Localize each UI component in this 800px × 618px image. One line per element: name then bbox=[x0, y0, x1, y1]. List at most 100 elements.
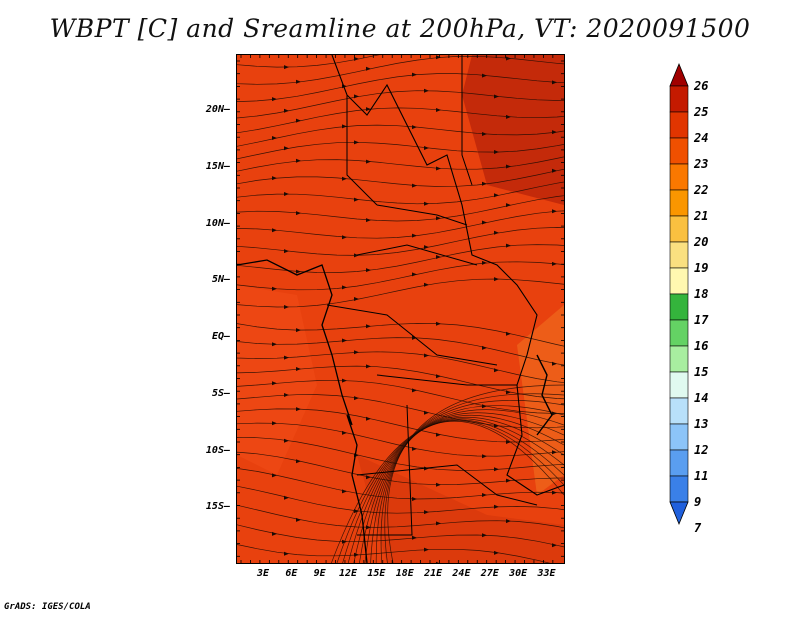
colorbar-label: 26 bbox=[694, 79, 709, 93]
streamline-arrow bbox=[436, 432, 441, 437]
lon-label: 12E bbox=[339, 568, 358, 579]
streamline-arrow bbox=[354, 297, 359, 301]
streamline bbox=[237, 544, 551, 563]
streamline-arrow bbox=[354, 350, 359, 355]
streamline-arrow bbox=[366, 475, 371, 480]
streamline-arrow bbox=[506, 243, 511, 248]
streamline-arrow bbox=[436, 108, 441, 112]
colorbar-label: 16 bbox=[694, 339, 709, 353]
streamline-arrow bbox=[506, 519, 511, 524]
streamline bbox=[237, 323, 564, 347]
streamline-arrow bbox=[284, 438, 289, 443]
streamline-arrow bbox=[482, 220, 487, 225]
streamline-arrow bbox=[552, 168, 557, 173]
streamline-arrow bbox=[284, 192, 289, 196]
streamline bbox=[237, 524, 564, 548]
streamline-arrow bbox=[284, 551, 289, 556]
streamline-arrow bbox=[482, 454, 487, 459]
lon-label: 27E bbox=[480, 568, 499, 579]
streamline-arrow bbox=[354, 396, 359, 401]
lat-label: 15S– bbox=[205, 501, 230, 513]
streamline-arrow bbox=[552, 261, 557, 266]
streamline bbox=[237, 365, 564, 400]
streamline-arrow bbox=[506, 331, 511, 336]
lat-label: 5S– bbox=[211, 387, 230, 399]
streamline-arrow bbox=[366, 416, 371, 421]
streamline-arrow bbox=[506, 164, 511, 169]
colorbar-swatch bbox=[669, 215, 689, 243]
streamline bbox=[237, 195, 564, 222]
colorbar-swatch bbox=[669, 319, 689, 347]
streamline-arrow bbox=[552, 130, 557, 135]
lake-outline bbox=[536, 354, 553, 436]
streamline-arrow bbox=[412, 183, 417, 188]
streamline-arrow bbox=[342, 430, 347, 435]
streamline bbox=[237, 156, 564, 172]
streamline-arrow bbox=[366, 107, 371, 112]
colorbar-swatch bbox=[669, 189, 689, 217]
streamline-arrow bbox=[482, 533, 487, 538]
colorbar-label: 13 bbox=[694, 417, 709, 431]
lon-label: 6E bbox=[285, 568, 298, 579]
streamline-arrow bbox=[506, 390, 511, 395]
border-line bbox=[331, 55, 564, 496]
colorbar-swatch bbox=[669, 449, 689, 477]
streamline-arrow bbox=[284, 495, 289, 500]
streamline-arrow bbox=[296, 79, 301, 84]
lat-label: 20N– bbox=[205, 104, 230, 115]
streamline-arrow bbox=[482, 260, 487, 265]
streamline bbox=[237, 436, 564, 471]
streamline bbox=[237, 141, 564, 160]
streamline bbox=[237, 408, 564, 443]
streamline-arrow bbox=[284, 146, 289, 151]
shade-region-northeast bbox=[462, 55, 564, 205]
streamline-arrow bbox=[296, 118, 301, 123]
streamline-arrow bbox=[494, 230, 499, 235]
colorbar-top-arrow bbox=[669, 62, 689, 87]
streamline bbox=[237, 485, 564, 514]
streamline-arrow bbox=[506, 203, 511, 208]
streamline bbox=[237, 227, 564, 256]
colorbar-label: 17 bbox=[694, 313, 709, 327]
streamline-arrow bbox=[272, 286, 277, 291]
streamline-arrow bbox=[342, 176, 347, 181]
colorbar-label: 23 bbox=[694, 157, 709, 171]
colorbar-label: 22 bbox=[694, 183, 709, 197]
shade-region-south bbox=[357, 455, 564, 563]
streamline-arrow bbox=[284, 249, 289, 254]
colorbar-label: 11 bbox=[694, 469, 709, 483]
streamline-arrow bbox=[436, 255, 441, 259]
streamline-arrow bbox=[482, 181, 487, 186]
colorbar-swatch bbox=[669, 137, 689, 165]
streamline-arrow bbox=[436, 374, 441, 379]
streamline-arrow bbox=[482, 132, 487, 136]
colorbar-label: 21 bbox=[694, 209, 709, 223]
streamline-arrow bbox=[552, 361, 557, 366]
lat-label: 10S– bbox=[205, 444, 230, 456]
streamline-arrow bbox=[284, 355, 289, 360]
streamline bbox=[237, 210, 564, 239]
colorbar-swatch bbox=[669, 85, 689, 113]
streamline bbox=[237, 244, 564, 273]
streamline-arrow bbox=[494, 277, 499, 282]
streamline-arrow bbox=[272, 421, 277, 426]
colorbar-label: 15 bbox=[694, 365, 709, 379]
streamline-arrow bbox=[296, 328, 301, 333]
streamline-arrow bbox=[296, 459, 301, 464]
streamline bbox=[387, 384, 564, 563]
streamline-arrow bbox=[366, 159, 371, 164]
lon-label: 3E bbox=[256, 568, 270, 579]
streamline-arrow bbox=[436, 321, 441, 326]
streamline-arrow bbox=[366, 66, 371, 71]
streamline-arrow bbox=[354, 94, 359, 99]
colorbar-label: 14 bbox=[694, 391, 709, 405]
lat-label: 15N– bbox=[205, 160, 230, 172]
streamline-arrow bbox=[412, 335, 417, 340]
streamline-arrow bbox=[552, 450, 557, 455]
colorbar-label: 7 bbox=[694, 521, 702, 535]
streamline-arrow bbox=[354, 140, 359, 145]
streamline-arrow bbox=[412, 497, 417, 501]
streamline bbox=[237, 107, 564, 134]
streamline bbox=[237, 278, 564, 308]
shade-region-west bbox=[237, 285, 317, 475]
